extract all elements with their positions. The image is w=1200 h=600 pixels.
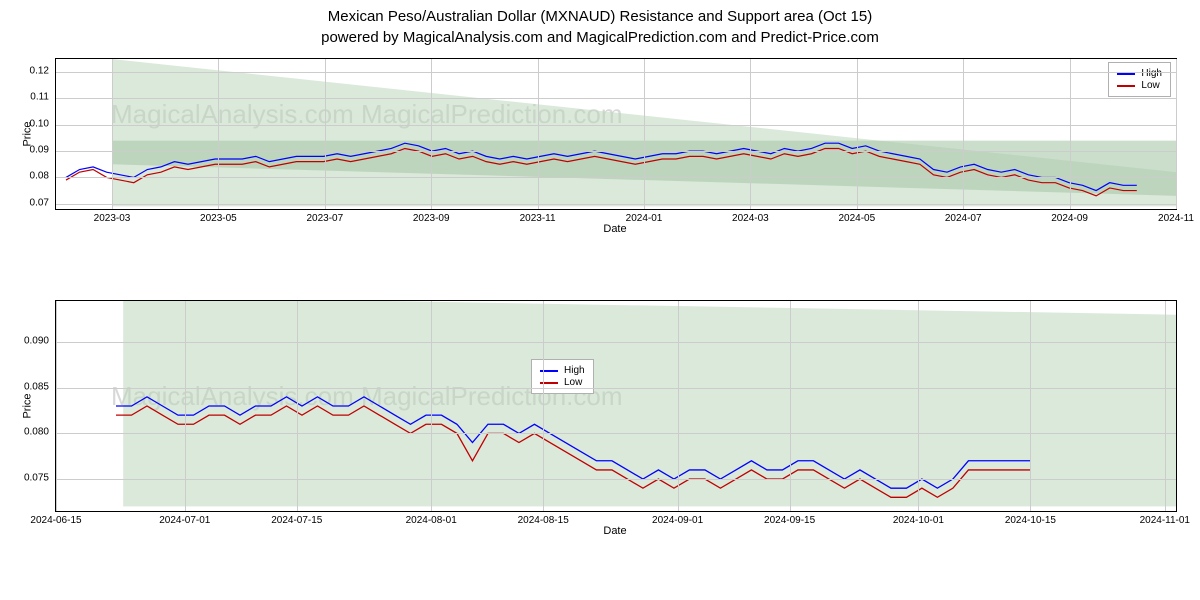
legend-label: Low xyxy=(564,377,582,388)
x-tick-label: 2024-08-15 xyxy=(518,515,569,526)
chart-container: Mexican Peso/Australian Dollar (MXNAUD) … xyxy=(0,0,1200,600)
x-tick-label: 2024-09 xyxy=(1051,213,1088,224)
x-tick-label: 2024-11-01 xyxy=(1140,515,1190,526)
legend-line-low xyxy=(1117,85,1135,87)
plot-area-bottom: MagicalAnalysis.com MagicalPrediction.co… xyxy=(55,300,1177,512)
y-tick-label: 0.080 xyxy=(9,427,49,438)
x-tick-label: 2024-10-01 xyxy=(893,515,944,526)
x-tick-label: 2024-11 xyxy=(1158,213,1194,224)
x-tick-label: 2024-10-15 xyxy=(1005,515,1056,526)
x-tick-label: 2024-08-01 xyxy=(406,515,457,526)
legend-label: Low xyxy=(1141,80,1159,91)
x-tick-label: 2024-07 xyxy=(945,213,982,224)
y-tick-label: 0.075 xyxy=(9,473,49,484)
chart-title: Mexican Peso/Australian Dollar (MXNAUD) … xyxy=(0,0,1200,25)
x-tick-label: 2023-07 xyxy=(306,213,343,224)
x-tick-label: 2024-03 xyxy=(732,213,769,224)
y-tick-label: 0.11 xyxy=(9,92,49,103)
x-tick-label: 2023-03 xyxy=(94,213,131,224)
legend-item: Low xyxy=(1117,80,1162,91)
x-tick-label: 2023-11 xyxy=(520,213,556,224)
y-tick-label: 0.090 xyxy=(9,336,49,347)
y-tick-label: 0.085 xyxy=(9,381,49,392)
y-axis-label: Price xyxy=(22,393,34,418)
x-axis-label: Date xyxy=(603,525,626,537)
legend-item: Low xyxy=(540,377,585,388)
chart-bottom: MagicalAnalysis.com MagicalPrediction.co… xyxy=(55,300,1175,540)
legend-item: High xyxy=(540,365,585,376)
x-tick-label: 2024-01 xyxy=(626,213,663,224)
y-tick-label: 0.07 xyxy=(9,197,49,208)
legend-label: High xyxy=(564,365,585,376)
x-tick-label: 2024-07-15 xyxy=(271,515,322,526)
chart-subtitle: powered by MagicalAnalysis.com and Magic… xyxy=(0,25,1200,46)
chart-top: MagicalAnalysis.com MagicalPrediction.co… xyxy=(55,58,1175,238)
x-tick-label: 2024-09-01 xyxy=(652,515,703,526)
y-tick-label: 0.09 xyxy=(9,145,49,156)
x-tick-label: 2023-09 xyxy=(413,213,450,224)
x-tick-label: 2024-07-01 xyxy=(159,515,210,526)
chart-svg-top xyxy=(56,59,1176,209)
x-tick-label: 2024-05 xyxy=(838,213,875,224)
x-axis-label: Date xyxy=(603,223,626,235)
plot-area-top: MagicalAnalysis.com MagicalPrediction.co… xyxy=(55,58,1177,210)
legend-label: High xyxy=(1141,68,1162,79)
x-tick-label: 2023-05 xyxy=(200,213,237,224)
y-tick-label: 0.08 xyxy=(9,171,49,182)
legend-top: High Low xyxy=(1108,62,1171,97)
legend-item: High xyxy=(1117,68,1162,79)
y-tick-label: 0.10 xyxy=(9,118,49,129)
y-tick-label: 0.12 xyxy=(9,66,49,77)
legend-bottom: High Low xyxy=(531,359,594,394)
x-tick-label: 2024-09-15 xyxy=(764,515,815,526)
x-tick-label: 2024-06-15 xyxy=(30,515,81,526)
